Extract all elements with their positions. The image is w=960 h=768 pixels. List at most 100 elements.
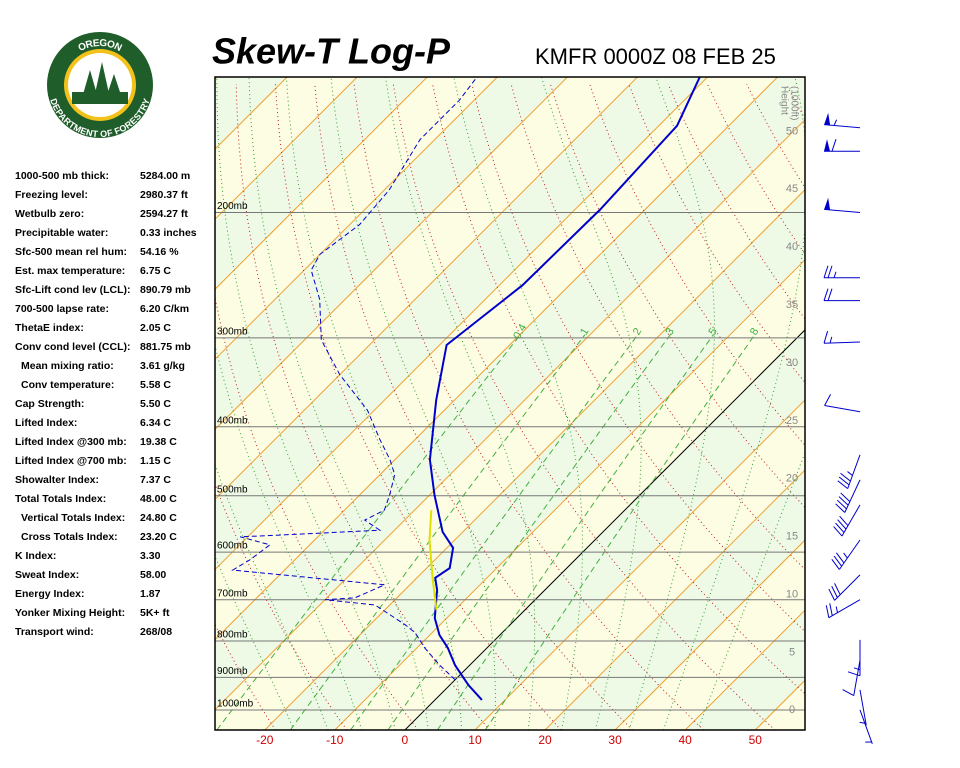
pressure-label: 600mb xyxy=(217,541,248,552)
wind-barb xyxy=(825,599,861,619)
wind-barb xyxy=(842,660,861,696)
height-label: 5 xyxy=(789,646,795,658)
logo-top: OREGON xyxy=(76,37,123,53)
isotherm xyxy=(614,539,805,730)
index-value: 2594.27 ft xyxy=(140,208,188,220)
dry-adiabat xyxy=(825,84,960,730)
index-label: Lifted Index @300 mb: xyxy=(15,436,127,448)
height-label: 45 xyxy=(786,183,798,195)
index-label: Wetbulb zero: xyxy=(15,208,84,220)
barb-staff xyxy=(824,119,861,129)
sounding-line xyxy=(428,77,701,701)
isotherm-band xyxy=(215,119,805,730)
mixing-ratio-label: 8 xyxy=(748,326,761,337)
index-value: 2.05 C xyxy=(140,322,171,334)
isotherm xyxy=(404,329,805,730)
index-value: 3.30 xyxy=(140,550,161,562)
chart-title: Skew-T Log-P xyxy=(212,31,451,72)
wind-barb xyxy=(823,265,860,279)
isotherm xyxy=(544,469,805,730)
isotherm xyxy=(215,77,498,361)
index-value: 1.15 C xyxy=(140,455,171,467)
index-value: 0.33 inches xyxy=(140,227,197,239)
wind-barb xyxy=(837,454,861,490)
isotherm-band xyxy=(215,77,805,710)
mixing-ratio-line xyxy=(289,334,586,730)
pressure-label: 200mb xyxy=(217,201,248,212)
barb-staff xyxy=(837,454,861,490)
pressure-label: 900mb xyxy=(217,666,248,677)
isotherm xyxy=(215,77,428,290)
wind-barb xyxy=(824,197,861,214)
index-label: Freezing level: xyxy=(15,189,88,201)
mixing-ratio-line xyxy=(436,334,714,730)
height-label: 25 xyxy=(786,415,798,427)
barb-staff xyxy=(823,288,860,302)
barb-flag xyxy=(824,112,831,126)
moist-adiabat xyxy=(285,77,463,730)
wind-barb xyxy=(824,139,860,152)
barb-staff xyxy=(842,660,861,696)
isotherm xyxy=(215,77,638,501)
dry-adiabat xyxy=(865,84,960,730)
index-label: ThetaE index: xyxy=(15,322,84,334)
pressure-label: 700mb xyxy=(217,588,248,599)
index-value: 19.38 C xyxy=(140,436,177,448)
moist-adiabat xyxy=(697,451,805,730)
barb-flag xyxy=(824,139,830,152)
index-value: 23.20 C xyxy=(140,531,177,543)
wind-barb xyxy=(833,504,861,537)
barb-staff xyxy=(824,394,861,413)
logo-top-text: OREGON xyxy=(76,37,123,53)
pressure-label: 300mb xyxy=(217,326,248,337)
x-tick-label: 40 xyxy=(678,733,692,747)
plot-frame xyxy=(214,76,806,731)
wind-barb xyxy=(824,112,861,129)
index-value: 1.87 xyxy=(140,588,161,600)
wind-barb xyxy=(847,639,861,677)
pressure-label: 400mb xyxy=(217,415,248,426)
isotherm xyxy=(215,77,778,641)
index-label: 700-500 lapse rate: xyxy=(15,303,109,315)
height-axis-title: Height xyxy=(778,86,789,115)
wind-barb xyxy=(835,479,861,513)
mixing-ratio-line xyxy=(350,334,639,730)
barb-staff xyxy=(847,639,861,677)
barb-staff xyxy=(835,479,861,513)
index-value: 5.50 C xyxy=(140,398,171,410)
mixing-ratio-label: 5 xyxy=(706,326,719,337)
mixing-ratio-line xyxy=(216,334,521,730)
index-value: 54.16 % xyxy=(140,246,179,258)
isotherm xyxy=(334,259,805,730)
mixing-ratio-label: 1 xyxy=(578,326,591,337)
index-value: 268/08 xyxy=(140,626,172,638)
wind-barb xyxy=(859,689,867,726)
x-tick-label: 50 xyxy=(749,733,763,747)
pressure-label: 500mb xyxy=(217,484,248,495)
mixing-ratio-label: 2 xyxy=(631,326,644,337)
sounding-line xyxy=(231,77,478,681)
barb-staff xyxy=(825,599,861,619)
wind-barb xyxy=(859,709,873,744)
x-tick-label: -10 xyxy=(326,733,344,747)
index-label: Conv cond level (CCL): xyxy=(15,341,131,353)
x-tick-label: 10 xyxy=(468,733,482,747)
index-label: Sfc-Lift cond lev (LCL): xyxy=(15,284,131,296)
barb-staff xyxy=(833,504,861,537)
index-label: Sweat Index: xyxy=(15,569,79,581)
index-label: Total Totals Index: xyxy=(15,493,106,505)
index-label: Precipitable water: xyxy=(15,227,108,239)
height-label: 15 xyxy=(786,531,798,543)
index-label: K Index: xyxy=(15,550,56,562)
index-label: Transport wind: xyxy=(15,626,94,638)
barb-staff xyxy=(859,689,867,726)
dry-adiabat xyxy=(904,84,960,730)
index-label: Mean mixing ratio: xyxy=(21,360,114,372)
dry-adiabat xyxy=(235,84,490,730)
index-label: Energy Index: xyxy=(15,588,84,600)
barb-staff xyxy=(823,330,861,344)
dry-adiabat xyxy=(943,84,960,730)
index-label: Lifted Index @700 mb: xyxy=(15,455,127,467)
index-label: Est. max temperature: xyxy=(15,265,125,277)
